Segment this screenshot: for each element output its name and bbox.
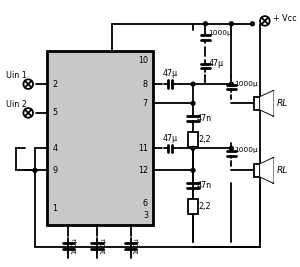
- Text: 1000µ: 1000µ: [234, 147, 258, 153]
- Text: 1: 1: [52, 204, 57, 213]
- Text: 47n: 47n: [197, 114, 212, 123]
- Text: 2,2: 2,2: [199, 135, 211, 144]
- Text: 8: 8: [143, 80, 148, 89]
- Polygon shape: [260, 158, 274, 183]
- Text: 100µ: 100µ: [100, 238, 106, 254]
- Text: 7: 7: [143, 99, 148, 108]
- Bar: [188, 199, 198, 214]
- Text: 47µ: 47µ: [163, 134, 178, 143]
- Text: 47µ: 47µ: [163, 69, 178, 78]
- Circle shape: [191, 101, 195, 105]
- Circle shape: [230, 82, 233, 86]
- Text: 2,2: 2,2: [199, 202, 211, 211]
- Text: 47n: 47n: [197, 181, 212, 190]
- Circle shape: [230, 22, 233, 26]
- Bar: [254, 97, 260, 109]
- Text: 100µ: 100µ: [71, 238, 77, 254]
- Circle shape: [33, 168, 37, 172]
- Circle shape: [204, 22, 207, 26]
- Bar: [47, 51, 153, 225]
- Circle shape: [250, 22, 254, 26]
- Text: RL: RL: [276, 99, 288, 108]
- Circle shape: [191, 82, 195, 86]
- Text: 11: 11: [138, 144, 148, 153]
- Bar: [254, 164, 260, 176]
- Text: 4: 4: [52, 144, 57, 153]
- Text: 1000µ: 1000µ: [234, 81, 258, 87]
- Text: 3: 3: [143, 211, 148, 220]
- Text: Uin 1: Uin 1: [6, 71, 27, 80]
- Circle shape: [230, 146, 233, 150]
- Text: Uin 2: Uin 2: [6, 100, 27, 109]
- Text: 1000µ: 1000µ: [208, 30, 232, 36]
- Polygon shape: [260, 91, 274, 116]
- Bar: [188, 132, 198, 147]
- Text: RL: RL: [276, 166, 288, 175]
- Text: 100µ: 100µ: [134, 238, 140, 254]
- Text: 5: 5: [52, 108, 57, 117]
- Text: 6: 6: [143, 199, 148, 209]
- Text: 10: 10: [138, 56, 148, 65]
- Text: 12: 12: [138, 166, 148, 175]
- Text: 9: 9: [52, 166, 57, 175]
- Circle shape: [191, 168, 195, 172]
- Text: 2: 2: [52, 80, 57, 89]
- Text: + Vcc: + Vcc: [272, 14, 296, 22]
- Text: 47µ: 47µ: [208, 58, 224, 68]
- Circle shape: [191, 146, 195, 150]
